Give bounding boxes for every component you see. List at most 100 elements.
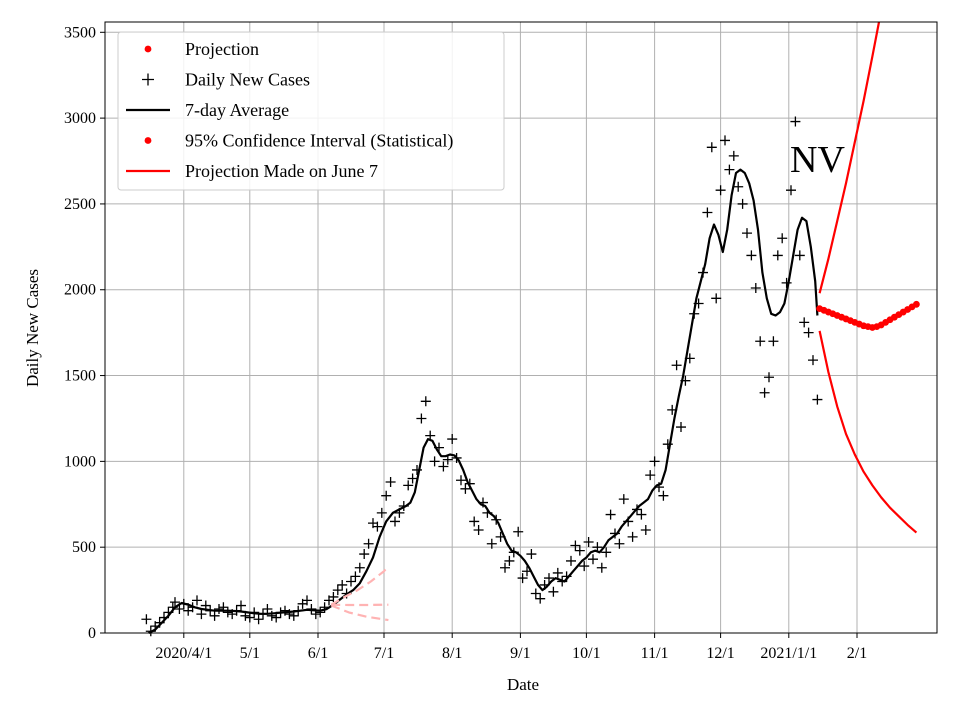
daily-case-marker — [671, 360, 682, 371]
daily-case-marker — [244, 612, 255, 623]
daily-case-marker — [447, 434, 458, 445]
x-tick-label: 2020/4/1 — [155, 645, 212, 662]
daily-case-marker — [750, 283, 761, 294]
daily-case-marker — [544, 573, 554, 584]
daily-case-marker — [154, 617, 165, 628]
daily-case-marker — [649, 456, 660, 467]
daily-case-marker — [372, 521, 383, 532]
y-tick-label: 1500 — [64, 368, 96, 385]
daily-case-marker — [570, 540, 581, 551]
legend-label: 7-day Average — [185, 100, 289, 120]
y-axis-label: Daily New Cases — [23, 269, 42, 387]
daily-case-marker — [513, 526, 524, 537]
daily-case-marker — [473, 525, 484, 536]
daily-case-marker — [288, 610, 299, 621]
daily-case-marker — [588, 554, 598, 565]
daily-case-marker — [640, 525, 651, 536]
daily-case-marker — [222, 607, 233, 618]
daily-case-marker — [610, 528, 620, 539]
daily-case-marker — [266, 610, 277, 621]
legend-dot-marker — [144, 137, 152, 144]
daily-case-marker — [438, 461, 449, 472]
daily-case-marker — [167, 602, 178, 613]
projection-point — [913, 300, 920, 308]
daily-case-marker — [693, 298, 704, 309]
daily-case-marker — [500, 562, 510, 573]
daily-case-marker — [706, 142, 717, 153]
series-line-7-day-average — [148, 168, 819, 634]
daily-case-marker — [662, 439, 673, 450]
daily-case-marker — [548, 586, 559, 597]
daily-case-marker — [354, 562, 365, 573]
x-tick-label: 10/1 — [572, 645, 600, 662]
daily-case-marker — [390, 516, 400, 527]
x-tick-label: 8/1 — [442, 645, 462, 662]
daily-case-marker — [592, 542, 603, 553]
daily-case-marker — [781, 277, 792, 288]
x-tick-label: 2/1 — [847, 645, 867, 662]
daily-case-marker — [596, 562, 607, 573]
y-tick-label: 3500 — [64, 24, 96, 41]
legend-box — [117, 31, 505, 191]
daily-case-marker — [464, 478, 475, 489]
daily-case-marker — [429, 456, 440, 467]
daily-case-marker — [812, 394, 823, 405]
daily-case-marker — [535, 593, 546, 604]
daily-case-marker — [328, 591, 339, 602]
daily-case-marker — [623, 516, 634, 527]
daily-case-marker — [764, 372, 774, 383]
daily-case-marker — [522, 566, 532, 577]
daily-case-marker — [319, 602, 330, 613]
daily-case-marker — [728, 150, 739, 161]
series-line-projection-made-on-june-7-upper — [330, 565, 390, 606]
daily-case-marker — [790, 116, 801, 127]
daily-case-marker — [420, 396, 431, 407]
daily-case-marker — [293, 605, 304, 616]
series-line-projection-made-on-june-7-lower — [330, 604, 389, 622]
daily-case-marker — [460, 483, 471, 494]
daily-case-marker — [205, 605, 216, 616]
daily-case-marker — [478, 497, 488, 508]
daily-case-marker — [482, 507, 493, 518]
legend-dot-marker — [144, 45, 152, 53]
y-tick-label: 500 — [72, 539, 96, 556]
daily-case-marker — [680, 375, 691, 386]
x-tick-label: 11/1 — [641, 645, 669, 662]
daily-case-marker — [398, 500, 409, 511]
daily-case-marker — [403, 480, 414, 491]
daily-case-marker — [667, 404, 678, 415]
daily-case-marker — [777, 233, 788, 244]
daily-case-marker — [517, 573, 528, 584]
daily-case-marker — [601, 547, 612, 558]
daily-case-marker — [636, 509, 647, 520]
daily-case-marker — [170, 597, 180, 608]
legend-label: Projection — [185, 39, 259, 59]
y-axis-ticks: 0 500 1000 1500 2000 2500 3000 3500 — [64, 24, 105, 642]
daily-case-marker — [337, 579, 348, 590]
daily-case-marker — [284, 609, 295, 620]
daily-case-marker — [684, 353, 695, 364]
state-annotation: NV — [790, 139, 845, 181]
daily-case-marker — [737, 198, 748, 209]
daily-case-marker — [711, 293, 722, 304]
daily-case-marker — [412, 464, 422, 475]
daily-case-marker — [724, 164, 735, 175]
y-tick-label: 1000 — [64, 453, 96, 470]
daily-case-marker — [236, 600, 246, 611]
daily-case-marker — [742, 228, 752, 239]
daily-case-marker — [566, 555, 576, 566]
daily-case-marker — [456, 475, 466, 486]
daily-case-marker — [618, 494, 629, 505]
daily-case-marker — [451, 452, 462, 463]
daily-case-marker — [218, 602, 229, 613]
x-tick-label: 12/1 — [706, 645, 734, 662]
daily-case-marker — [315, 607, 326, 618]
daily-case-marker — [332, 585, 343, 596]
daily-case-marker — [720, 135, 730, 146]
plot-content — [141, 21, 920, 637]
daily-case-marker — [385, 476, 396, 487]
daily-case-marker — [583, 537, 594, 548]
daily-case-marker — [632, 504, 642, 515]
daily-case-marker — [715, 185, 726, 196]
